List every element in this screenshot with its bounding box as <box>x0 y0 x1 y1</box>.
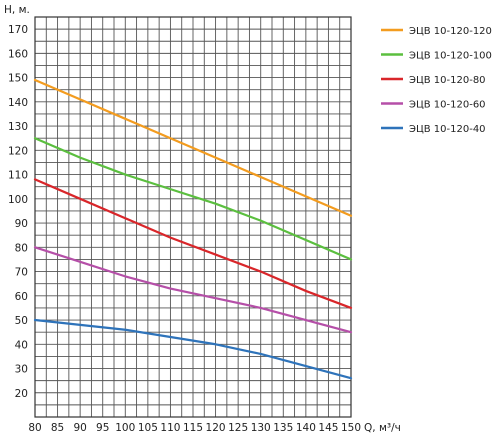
y-tick-label: 170 <box>8 24 28 36</box>
x-tick-label: 110 <box>160 422 180 434</box>
x-tick-label: 150 <box>341 422 361 434</box>
y-tick-label: 60 <box>15 291 28 303</box>
y-tick-label: 140 <box>8 97 28 109</box>
series-line-2 <box>33 137 353 261</box>
x-tick-label: 90 <box>73 422 86 434</box>
y-tick-label: 90 <box>15 218 28 230</box>
y-tick-label: 100 <box>8 194 28 206</box>
x-axis-label: Q, м³/ч <box>364 422 401 434</box>
y-tick-label: 160 <box>8 48 28 60</box>
x-tick-label: 100 <box>115 422 135 434</box>
y-tick-label: 150 <box>8 73 28 85</box>
x-tick-label: 95 <box>96 422 109 434</box>
y-tick-label: 20 <box>15 388 28 400</box>
x-tick-label: 120 <box>206 422 226 434</box>
y-tick-label: 30 <box>15 364 28 376</box>
x-tick-label: 85 <box>51 422 64 434</box>
x-tick-label: 135 <box>273 422 293 434</box>
legend-label: ЭЦВ 10-120-100 <box>409 51 492 62</box>
series-line-1 <box>33 78 353 217</box>
series-line-4 <box>33 246 353 334</box>
x-tick-label: 145 <box>318 422 338 434</box>
legend-label: ЭЦВ 10-120-80 <box>409 75 486 86</box>
plot-frame <box>34 16 352 418</box>
series-line-5 <box>33 318 353 380</box>
y-tick-label: 80 <box>15 242 28 254</box>
series-line-3 <box>33 178 353 310</box>
x-tick-label: 115 <box>183 422 203 434</box>
legend: ЭЦВ 10-120-120 ЭЦВ 10-120-100 ЭЦВ 10-120-8… <box>381 26 492 135</box>
x-tick-label: 80 <box>28 422 41 434</box>
series-lines <box>33 78 353 380</box>
y-tick-label: 110 <box>8 170 28 182</box>
y-tick-label: 70 <box>15 267 28 279</box>
y-tick-label: 130 <box>8 121 28 133</box>
axes: 20 30 40 50 60 70 80 90 100 110 120 130 140 150 160 170… <box>4 4 401 434</box>
legend-label: ЭЦВ 10-120-120 <box>409 26 492 37</box>
y-tick-label: 50 <box>15 315 28 327</box>
y-tick-label: 40 <box>15 339 28 351</box>
grid <box>34 16 352 418</box>
x-tick-label: 105 <box>138 422 158 434</box>
legend-label: ЭЦВ 10-120-40 <box>409 124 486 135</box>
y-tick-label: 120 <box>8 145 28 157</box>
y-axis-label: Н, м. <box>4 4 30 16</box>
x-tick-label: 125 <box>228 422 248 434</box>
legend-label: ЭЦВ 10-120-60 <box>409 100 486 111</box>
x-tick-label: 130 <box>251 422 271 434</box>
x-tick-label: 140 <box>296 422 316 434</box>
